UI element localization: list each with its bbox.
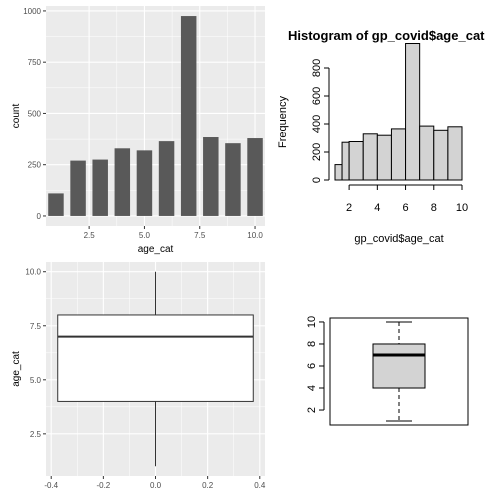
- histogram-x-axis-title: gp_covid$age_cat: [354, 233, 443, 245]
- ggplot-boxplot-y-tick-label: 5.0: [30, 376, 42, 385]
- base-boxplot-box: [373, 322, 425, 421]
- bar-chart-bar: [70, 161, 85, 216]
- histogram-x-tick-label: 4: [374, 202, 380, 214]
- bar-chart-bar: [203, 137, 218, 216]
- histogram-y-tick-label: 600: [311, 87, 323, 105]
- histogram-bar: [349, 142, 363, 181]
- bar-chart-x-tick-label: 10.0: [247, 231, 263, 240]
- bar-chart-x-tick-label: 5.0: [139, 231, 151, 240]
- bar-chart-y-tick-label: 1000: [23, 7, 41, 16]
- bar-chart-bar: [181, 16, 196, 216]
- histogram-bar: [448, 127, 462, 180]
- histogram-bars: [335, 44, 462, 181]
- bar-chart-bar: [247, 138, 262, 216]
- bar-chart-y-tick-label: 0: [37, 212, 42, 221]
- bar-chart-bar: [92, 160, 107, 216]
- ggplot-boxplot-x-tick-label: 0.4: [254, 481, 266, 490]
- bar-chart-y-tick-label: 750: [28, 58, 42, 67]
- base-boxplot-y-tick-label: 8: [306, 341, 318, 347]
- histogram-bar: [391, 129, 405, 180]
- bar-chart-bar: [137, 150, 152, 216]
- ggplot-boxplot-x-tick-label: -0.2: [96, 481, 110, 490]
- histogram-y-tick-label: 800: [311, 59, 323, 77]
- base-boxplot-iqr-box: [373, 344, 425, 388]
- bar-chart-panel: 0 250 500 750 1000 2.5 5.0 7.5 10.0 age_cat coun…: [11, 6, 265, 255]
- bar-chart-y-tick-label: 500: [28, 109, 42, 118]
- bar-chart-x-axis-title: age_cat: [138, 244, 174, 255]
- base-boxplot-y-tick-label: 10: [306, 316, 318, 328]
- base-boxplot-panel: 2 4 6 8 10: [306, 316, 468, 425]
- histogram-y-axis-title: Frequency: [277, 96, 289, 148]
- histogram-bar: [420, 126, 434, 180]
- ggplot-boxplot-y-tick-label: 7.5: [30, 322, 42, 331]
- ggplot-boxplot-y-tick-label: 10.0: [25, 268, 41, 277]
- histogram-bar: [363, 134, 377, 180]
- base-boxplot-axes: 2 4 6 8 10: [306, 316, 324, 413]
- histogram-bar: [406, 44, 420, 181]
- ggplot-boxplot-iqr-box: [58, 315, 254, 401]
- ggplot-boxplot-x-tick-label: -0.4: [44, 481, 58, 490]
- histogram-title: Histogram of gp_covid$age_cat: [288, 28, 485, 43]
- bar-chart-bar: [48, 193, 63, 216]
- bar-chart-y-axis-title: count: [11, 104, 22, 129]
- histogram-y-tick-label: 400: [311, 115, 323, 133]
- histogram-bar: [377, 135, 391, 180]
- ggplot-boxplot-x-tick-label: 0.2: [202, 481, 214, 490]
- base-boxplot-y-tick-label: 4: [306, 385, 318, 391]
- bar-chart-y-tick-label: 250: [28, 161, 42, 170]
- ggplot-boxplot-y-tick-label: 2.5: [30, 430, 42, 439]
- histogram-bar: [342, 142, 349, 180]
- histogram-x-tick-label: 2: [346, 202, 352, 214]
- histogram-y-tick-label: 200: [311, 143, 323, 161]
- histogram-x-tick-label: 6: [402, 202, 408, 214]
- ggplot-boxplot-panel: 2.5 5.0 7.5 10.0 -0.4 -0.2 0.0 0.2 0.4 age_cat: [11, 262, 266, 490]
- histogram-bar: [335, 165, 342, 180]
- histogram-x-tick-label: 8: [431, 202, 437, 214]
- histogram-panel: Histogram of gp_covid$age_cat 2 4 6 8 10 0 200…: [277, 28, 485, 245]
- bar-chart-x-tick-label: 7.5: [194, 231, 206, 240]
- base-boxplot-y-tick-label: 6: [306, 363, 318, 369]
- bar-chart-bar: [115, 148, 130, 216]
- histogram-y-tick-label: 0: [311, 177, 323, 183]
- ggplot-boxplot-x-tick-label: 0.0: [150, 481, 162, 490]
- bar-chart-bar: [225, 143, 240, 216]
- base-boxplot-y-tick-label: 2: [306, 407, 318, 413]
- histogram-x-tick-label: 10: [456, 202, 468, 214]
- bar-chart-x-tick-label: 2.5: [84, 231, 96, 240]
- ggplot-boxplot-y-axis-title: age_cat: [11, 351, 22, 387]
- histogram-bar: [434, 130, 448, 180]
- bar-chart-bar: [159, 141, 174, 216]
